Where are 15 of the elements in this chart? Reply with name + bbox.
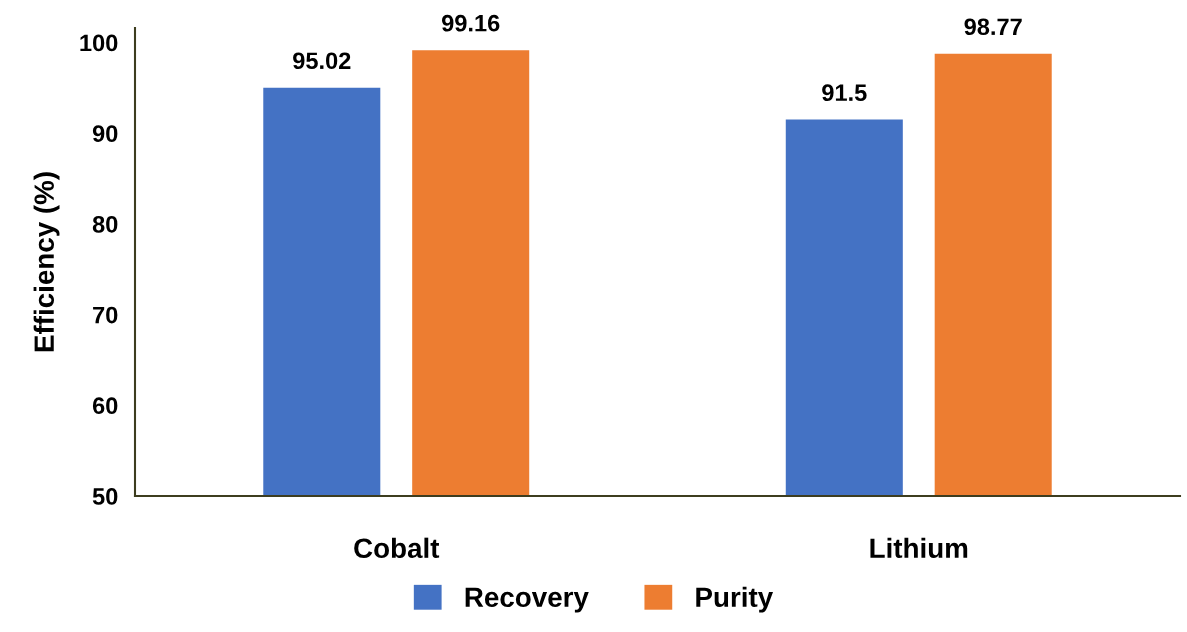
data-label: 91.5 xyxy=(822,84,867,102)
y-axis-title: Efficiency (%) xyxy=(33,172,60,352)
x-tick-label: Cobalt xyxy=(354,537,440,559)
y-tick-label: 50 xyxy=(92,488,118,505)
y-tick-label: 70 xyxy=(93,306,118,324)
legend-label: Purity xyxy=(696,586,774,613)
legend-label: Recovery xyxy=(465,587,589,613)
y-tick-label: 90 xyxy=(92,125,118,142)
x-tick-label: Lithium xyxy=(870,537,968,559)
y-tick-label: 80 xyxy=(92,215,118,233)
y-tick-label: 60 xyxy=(92,397,118,415)
data-label: 99.16 xyxy=(441,14,500,32)
y-tick-label: 100 xyxy=(80,34,118,52)
data-label: 98.77 xyxy=(964,18,1022,36)
data-label: 95.02 xyxy=(293,52,351,70)
